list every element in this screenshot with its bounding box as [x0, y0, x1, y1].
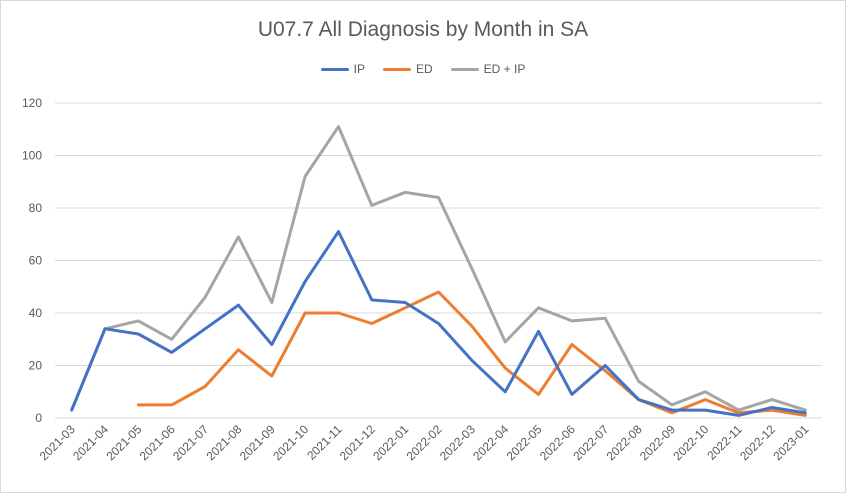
x-tick-label: 2021-07	[170, 422, 211, 463]
series-line-ed-ip	[70, 125, 807, 412]
legend-item-ed: ED	[382, 62, 433, 76]
y-tick-label: 60	[29, 254, 43, 268]
x-tick-label: 2022-03	[437, 422, 478, 463]
x-tick-label: 2022-08	[604, 422, 645, 463]
legend-label-ed: ED	[415, 62, 433, 76]
x-tick-label: 2021-12	[337, 422, 378, 463]
x-tick-label: 2022-02	[404, 422, 445, 463]
x-tick-label: 2021-10	[270, 422, 311, 463]
x-tick-label: 2021-03	[37, 422, 78, 463]
x-tick-label: 2021-08	[203, 422, 244, 463]
y-tick-label: 40	[29, 306, 43, 320]
x-tick-label: 2022-01	[370, 422, 411, 463]
x-tick-label: 2022-05	[504, 422, 545, 463]
x-tick-label: 2021-09	[237, 422, 278, 463]
x-tick-label: 2021-06	[137, 422, 178, 463]
legend-swatch-ip	[320, 67, 349, 71]
x-tick-label: 2022-12	[737, 422, 778, 463]
x-tick-label: 2022-04	[470, 422, 511, 463]
x-tick-label: 2023-01	[770, 422, 811, 463]
legend-swatch-ed	[382, 67, 411, 71]
legend-item-ed-ip: ED + IP	[450, 62, 526, 76]
y-tick-label: 20	[29, 359, 43, 373]
x-tick-label: 2022-09	[637, 422, 678, 463]
series-line-ed	[136, 290, 807, 417]
legend-label-ed-ip: ED + IP	[483, 62, 526, 76]
chart-title: U07.7 All Diagnosis by Month in SA	[257, 18, 589, 41]
legend: IP ED ED + IP	[0, 62, 846, 76]
y-tick-label: 80	[29, 201, 43, 215]
x-tick-label: 2022-10	[670, 422, 711, 463]
x-tick-label: 2021-05	[103, 422, 144, 463]
y-tick-label: 100	[22, 149, 42, 163]
x-tick-label: 2022-07	[570, 422, 611, 463]
legend-swatch-ed-ip	[450, 67, 479, 71]
legend-label-ip: IP	[353, 62, 365, 76]
y-tick-label: 0	[35, 411, 42, 425]
x-tick-label: 2022-06	[537, 422, 578, 463]
legend-item-ip: IP	[320, 62, 365, 76]
y-tick-label: 120	[22, 96, 42, 110]
x-tick-label: 2021-04	[70, 422, 111, 463]
